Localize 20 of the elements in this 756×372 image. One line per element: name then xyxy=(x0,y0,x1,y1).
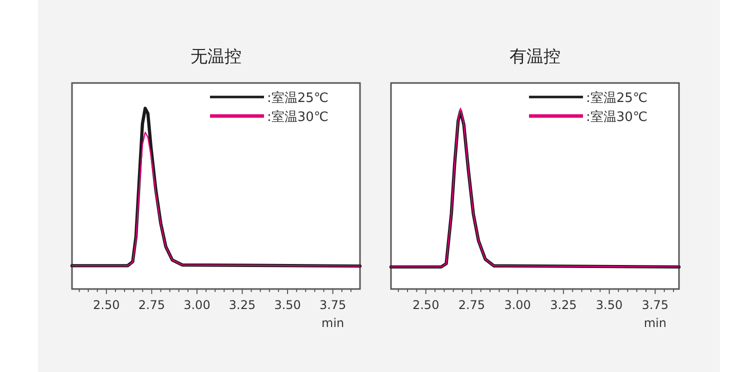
x-tick-label: 3.75 xyxy=(642,298,669,312)
x-tick-label: 2.50 xyxy=(93,298,120,312)
x-tick-label: 2.75 xyxy=(138,298,166,312)
x-tick-label: 3.25 xyxy=(550,298,577,312)
chart-title: 有温控 xyxy=(510,47,560,67)
x-tick-label: 3.00 xyxy=(184,298,210,312)
legend-label: :室温25℃ xyxy=(586,90,648,106)
legend-label: :室温30℃ xyxy=(267,109,329,125)
x-tick-label: 2.75 xyxy=(458,298,486,312)
legend-label: :室温25℃ xyxy=(267,90,329,106)
x-tick-label: 2.50 xyxy=(412,298,440,312)
x-tick-label: 3.00 xyxy=(504,298,531,312)
x-tick-label: 3.75 xyxy=(319,298,346,312)
x-tick-label: 3.25 xyxy=(228,298,256,312)
x-axis-title: min xyxy=(644,316,666,330)
x-tick-label: 3.50 xyxy=(596,298,623,312)
legend-label: :室温30℃ xyxy=(586,109,648,125)
x-axis-title: min xyxy=(322,316,344,330)
x-tick-label: 3.50 xyxy=(274,298,301,312)
chart-title: 无温控 xyxy=(190,47,242,67)
